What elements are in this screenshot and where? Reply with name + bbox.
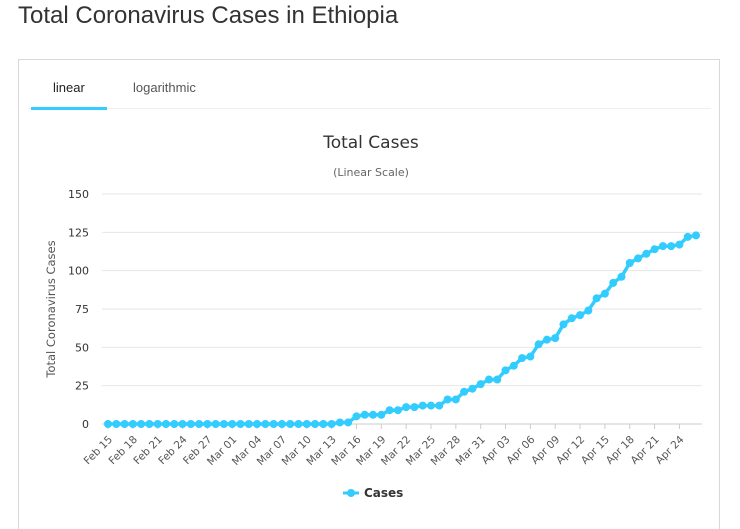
cases-chart: Total Cases (Linear Scale) Total Coronav… — [44, 133, 702, 500]
active-tab-indicator — [31, 107, 107, 110]
data-point — [600, 289, 609, 298]
tab-linear[interactable]: linear — [53, 80, 85, 95]
data-point — [460, 387, 469, 396]
data-point — [435, 401, 444, 410]
page-title: Total Coronavirus Cases in Ethiopia — [18, 2, 399, 29]
y-axis-ticks: 0 25 50 75 100 125 150 — [68, 188, 89, 431]
data-point — [501, 366, 510, 375]
data-point — [269, 420, 278, 428]
data-point — [319, 420, 328, 428]
data-point — [493, 375, 502, 384]
data-point — [203, 420, 212, 428]
data-point — [335, 418, 344, 427]
data-point — [294, 420, 303, 428]
data-point — [584, 306, 593, 315]
legend-label-cases: Cases — [364, 486, 403, 500]
data-point — [145, 420, 154, 428]
data-point — [327, 420, 336, 428]
data-point — [402, 403, 411, 412]
data-point — [426, 401, 435, 410]
data-point — [410, 403, 419, 412]
data-point — [219, 420, 228, 428]
data-point — [692, 231, 700, 240]
data-point — [468, 384, 477, 393]
data-point — [634, 254, 643, 263]
data-point — [534, 340, 543, 349]
data-point — [484, 375, 493, 384]
y-tick-label: 25 — [75, 380, 89, 393]
data-point — [137, 420, 146, 428]
data-point — [667, 242, 676, 251]
data-point — [253, 420, 262, 428]
data-point — [369, 410, 378, 419]
data-point — [377, 410, 386, 419]
series-cases — [104, 231, 700, 428]
data-point — [128, 420, 137, 428]
data-point — [393, 406, 402, 415]
data-point — [186, 420, 195, 428]
data-point — [526, 352, 535, 361]
data-point — [683, 232, 692, 241]
x-tick-label: Apr 24 — [653, 433, 686, 466]
series-line-cases — [108, 233, 697, 426]
legend[interactable]: Cases — [343, 486, 403, 500]
data-point — [559, 320, 568, 329]
data-point — [617, 272, 626, 281]
data-point — [195, 420, 204, 428]
y-tick-label: 100 — [68, 265, 89, 278]
data-point — [576, 311, 585, 320]
data-point — [161, 420, 170, 428]
data-point — [344, 418, 353, 427]
data-point — [311, 420, 320, 428]
data-point — [592, 294, 601, 303]
data-point — [360, 410, 369, 419]
data-point — [476, 380, 485, 389]
scale-tabs: linear logarithmic — [29, 60, 711, 110]
data-point — [551, 334, 560, 343]
data-point — [178, 420, 187, 428]
data-point — [650, 245, 659, 254]
y-tick-label: 150 — [68, 188, 89, 201]
chart-panel: linear logarithmic Total Cases (Linear S… — [18, 59, 720, 529]
data-point — [658, 242, 667, 251]
data-point — [302, 420, 311, 428]
grid-lines — [102, 193, 702, 425]
data-point — [153, 420, 162, 428]
data-point — [244, 420, 253, 428]
data-point — [120, 420, 129, 428]
data-point — [261, 420, 270, 428]
data-point — [277, 420, 286, 428]
y-tick-label: 125 — [68, 226, 89, 239]
data-point — [509, 361, 518, 370]
data-point — [609, 278, 618, 287]
data-point — [170, 420, 179, 428]
data-point — [625, 259, 634, 267]
data-point — [675, 240, 684, 249]
data-point — [211, 420, 220, 428]
data-point — [443, 395, 452, 404]
data-point — [385, 406, 394, 415]
data-point — [567, 314, 576, 323]
y-axis-label: Total Coronavirus Cases — [44, 240, 58, 378]
y-tick-label: 50 — [75, 341, 89, 354]
legend-marker-swatch — [347, 489, 355, 497]
data-point — [352, 412, 361, 421]
data-point — [418, 401, 427, 410]
data-point — [112, 420, 121, 428]
data-point — [642, 249, 651, 258]
data-point — [542, 335, 551, 344]
y-tick-label: 75 — [75, 303, 89, 316]
data-point — [228, 420, 237, 428]
data-point — [451, 395, 460, 404]
data-point — [104, 420, 112, 428]
data-point — [286, 420, 295, 428]
y-tick-label: 0 — [82, 418, 89, 431]
chart-subtitle: (Linear Scale) — [333, 166, 409, 179]
chart-title: Total Cases — [322, 133, 419, 153]
data-point — [236, 420, 245, 428]
tab-logarithmic[interactable]: logarithmic — [133, 80, 196, 95]
data-point — [518, 354, 527, 363]
